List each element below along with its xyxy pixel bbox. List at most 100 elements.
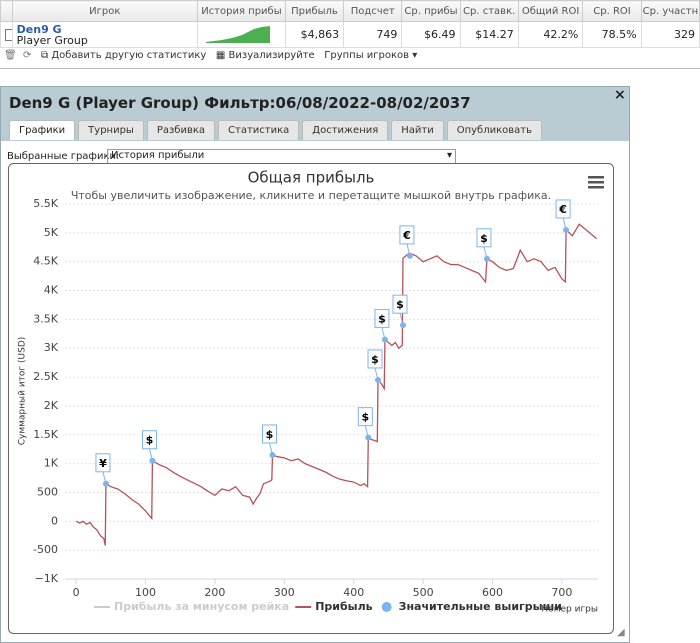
- flag-box: [357, 407, 373, 427]
- flag-label: $: [371, 353, 379, 366]
- flag-label: $: [480, 232, 488, 245]
- big-win-point: [406, 252, 413, 259]
- tab[interactable]: Разбивка: [146, 120, 216, 140]
- legend-label[interactable]: Прибыль за минусом рейка: [114, 600, 289, 613]
- groups-button[interactable]: Группы игроков ▾: [324, 50, 418, 61]
- x-tick-label: 300: [274, 586, 295, 599]
- flag-label: $: [378, 313, 386, 326]
- flag-pole: [399, 313, 404, 326]
- x-tick-label: 200: [204, 586, 225, 599]
- flag-pole: [406, 243, 411, 257]
- legend-symbol: [381, 602, 392, 612]
- stat-cell: $14.27: [459, 21, 519, 48]
- flag-label: ¥: [99, 457, 107, 470]
- column-header: История прибы: [196, 0, 286, 22]
- visualize-label: Визуализируйте: [228, 50, 315, 61]
- flag-label: €: [558, 203, 567, 216]
- column-header: Общий ROI: [517, 0, 584, 22]
- toolbar: 🗑 ⟳ ⧉ Добавить другую статистику ▦ Визуа…: [4, 50, 418, 61]
- column-header: Прибыль: [284, 0, 345, 22]
- big-win-point: [374, 376, 381, 383]
- flag-box: [392, 294, 408, 314]
- big-win-point: [563, 226, 570, 233]
- legend-label[interactable]: Прибыль: [315, 600, 372, 613]
- sparkline: [205, 26, 270, 43]
- y-tick-label: 5K: [44, 226, 59, 239]
- tab[interactable]: Статистика: [218, 120, 300, 140]
- flag-box: [95, 453, 111, 473]
- chart-select[interactable]: История прибыли ▾: [107, 149, 456, 164]
- column-header: Ср. участн: [640, 0, 700, 22]
- y-tick-label: 2K: [44, 399, 59, 412]
- chart-frame: [8, 163, 614, 634]
- x-tick-label: 600: [482, 586, 503, 599]
- tab[interactable]: Опубликовать: [446, 120, 543, 140]
- y-tick-label: 3.5K: [33, 312, 58, 325]
- flag-box: [555, 199, 571, 219]
- flag-pole: [269, 442, 273, 456]
- tab[interactable]: Найти: [391, 120, 444, 140]
- selector-label: Выбранные графики:: [7, 151, 120, 162]
- chart-select-value: История прибыли: [111, 150, 205, 161]
- resize-grip[interactable]: ◢: [617, 627, 625, 638]
- flag-box: [476, 228, 492, 248]
- flag-pole: [374, 367, 379, 381]
- dialog-title: Den9 G (Player Group) Фильтр:06/08/2022-…: [9, 94, 471, 112]
- column-header: Ср. ставк.: [459, 0, 519, 22]
- tab[interactable]: Графики: [9, 120, 76, 140]
- flag-box: [141, 430, 157, 450]
- stat-cell: 329: [640, 21, 700, 48]
- flag-box: [367, 349, 383, 369]
- chart-subtitle: Чтобы увеличить изображение, кликните и …: [71, 189, 551, 202]
- x-tick-label: 500: [413, 586, 434, 599]
- menu-button[interactable]: [588, 176, 604, 189]
- y-axis-title: Суммарный итог (USD): [18, 337, 28, 446]
- flag-pole: [364, 425, 369, 438]
- stat-cell: 42.2%: [517, 21, 584, 48]
- flag-label: $: [146, 434, 154, 447]
- close-button[interactable]: ×: [614, 87, 626, 103]
- stat-cell: 78.5%: [582, 21, 642, 48]
- groups-label: Группы игроков: [324, 50, 410, 61]
- x-axis-title: Номер игры: [541, 605, 598, 615]
- y-tick-label: 4K: [44, 284, 59, 297]
- player-group: Player Group: [16, 33, 88, 47]
- y-tick-label: 1K: [44, 457, 59, 470]
- y-tick-label: 4.5K: [33, 255, 58, 268]
- flag-pole: [381, 327, 386, 340]
- checkbox-header: [0, 0, 13, 22]
- y-tick-label: 500: [37, 485, 58, 498]
- legend-label[interactable]: Значительные выигрыши: [399, 600, 562, 613]
- y-tick-label: 2.5K: [33, 370, 58, 383]
- tab[interactable]: Турниры: [78, 120, 144, 140]
- flag-pole: [102, 471, 107, 484]
- add-stat-button[interactable]: ⧉ Добавить другую статистику: [40, 50, 207, 61]
- tab-bar: Графики Турниры Разбивка Статистика Достижен…: [9, 120, 545, 140]
- flag-box: [374, 309, 390, 329]
- x-tick-label: 400: [343, 586, 364, 599]
- chart: Общая прибыль Чтобы увеличить изображени…: [8, 163, 614, 634]
- flag-pole: [562, 217, 567, 231]
- column-header: Ср. ROI: [582, 0, 642, 22]
- visualize-button[interactable]: ▦ Визуализируйте: [215, 50, 315, 61]
- flag-label: $: [266, 428, 274, 441]
- player-name[interactable]: Den9 G: [16, 22, 62, 36]
- checkbox-cell[interactable]: [0, 21, 13, 48]
- y-tick-label: −1K: [35, 572, 59, 585]
- stat-cell: 749: [343, 21, 403, 48]
- y-tick-label: 3K: [44, 341, 59, 354]
- flag-label: $: [396, 298, 404, 311]
- stat-cell: $6.49: [401, 21, 461, 48]
- stats-table: Игрок История прибы Прибыль Подсчет Ср. приб…: [0, 0, 700, 48]
- profit-line: [75, 223, 598, 546]
- stat-cell: $4,863: [284, 21, 345, 48]
- flag-label: €: [402, 229, 411, 242]
- x-tick-label: 700: [551, 586, 572, 599]
- column-header: Игрок: [11, 0, 198, 22]
- x-tick-label: 0: [73, 586, 80, 599]
- add-stat-label: Добавить другую статистику: [51, 50, 207, 61]
- y-tick-label: 1.5K: [33, 428, 58, 441]
- tab[interactable]: Достижения: [302, 120, 389, 140]
- y-tick-label: 0: [51, 514, 58, 527]
